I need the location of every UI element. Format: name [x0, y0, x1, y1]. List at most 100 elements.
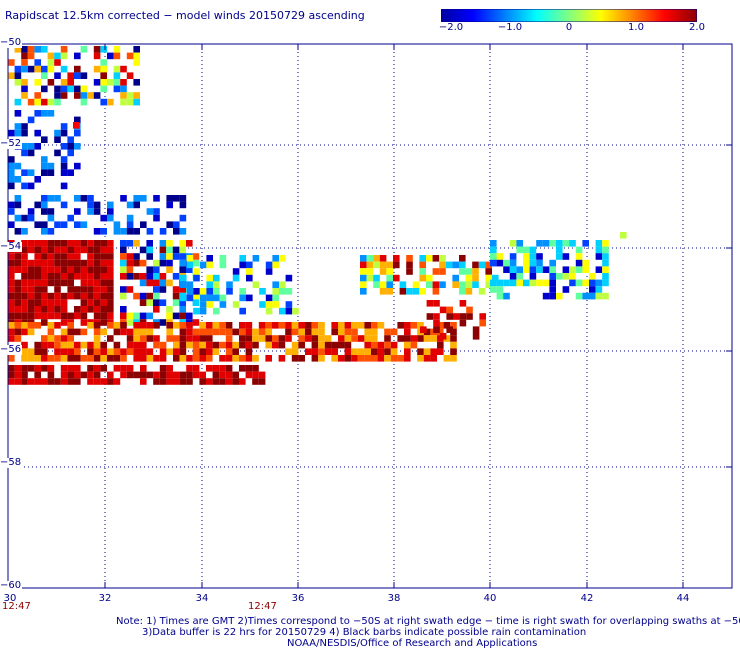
wind-cell: [206, 348, 213, 355]
x-tick-label: 38: [387, 593, 401, 604]
wind-cell: [153, 335, 160, 342]
wind-cell: [384, 355, 391, 362]
wind-cell: [14, 201, 22, 209]
wind-cell: [351, 322, 358, 329]
wind-cell: [439, 306, 447, 314]
wind-cell: [107, 279, 114, 287]
wind-cell: [54, 266, 61, 273]
wind-cell: [100, 286, 107, 293]
x-tick-label: 30: [3, 593, 17, 604]
wind-cell: [120, 371, 127, 379]
wind-cell: [542, 266, 550, 273]
wind-cell: [54, 378, 61, 385]
wind-cell: [278, 355, 286, 362]
wind-cell: [14, 110, 22, 117]
wind-cell: [192, 355, 200, 362]
wind-cell: [186, 288, 194, 295]
wind-cell: [54, 355, 61, 362]
wind-cell: [41, 46, 48, 53]
wind-cell: [14, 253, 22, 260]
wind-cell: [100, 240, 107, 247]
wind-cell: [67, 85, 74, 93]
wind-cell: [542, 292, 550, 300]
wind-cell: [107, 98, 114, 106]
wind-cell: [21, 322, 28, 329]
wind-cell: [133, 371, 140, 379]
wind-cell: [139, 299, 147, 306]
wind-cell: [113, 341, 121, 349]
wind-cell: [126, 273, 134, 280]
wind-cell: [173, 378, 180, 385]
wind-cell: [133, 59, 140, 66]
wind-cell: [60, 259, 68, 267]
wind-cell: [34, 253, 41, 260]
wind-cell: [133, 79, 140, 86]
wind-cell: [54, 292, 61, 300]
wind-cell: [133, 355, 140, 362]
wind-cell: [8, 182, 15, 190]
wind-cell: [291, 355, 299, 362]
wind-cell: [80, 312, 88, 320]
wind-cell: [34, 371, 41, 379]
wind-cell: [172, 286, 180, 293]
wind-cell: [67, 79, 74, 86]
wind-cell: [54, 72, 61, 79]
wind-cell: [180, 281, 187, 288]
wind-cell: [107, 348, 114, 355]
wind-cell: [73, 122, 80, 129]
wind-cell: [252, 365, 259, 372]
wind-cell: [133, 228, 140, 235]
wind-cell: [225, 335, 233, 342]
wind-cell: [113, 365, 121, 372]
wind-cell: [67, 292, 74, 300]
wind-cell: [74, 72, 81, 79]
wind-cell: [60, 279, 68, 287]
wind-cell: [60, 169, 68, 176]
wind-cell: [80, 221, 88, 228]
wind-cell: [166, 279, 173, 287]
wind-cell: [87, 208, 94, 215]
wind-cell: [107, 259, 114, 267]
wind-cell: [60, 355, 68, 362]
wind-cell: [139, 292, 147, 300]
wind-cell: [432, 281, 440, 288]
wind-cell: [133, 335, 140, 342]
wind-cell: [120, 65, 127, 73]
wind-cell: [245, 365, 253, 372]
wind-cell: [47, 306, 55, 313]
wind-cell: [199, 294, 207, 302]
wind-cell: [245, 335, 253, 342]
wind-cell: [192, 328, 200, 336]
wind-cell: [404, 322, 411, 329]
wind-cell: [74, 328, 81, 336]
wind-cell: [426, 300, 434, 307]
wind-cell: [298, 335, 305, 342]
wind-cell: [272, 301, 279, 308]
wind-cell: [93, 322, 101, 329]
wind-cell: [278, 335, 286, 342]
wind-cell: [146, 208, 154, 215]
wind-cell: [199, 261, 207, 269]
wind-cell: [472, 268, 479, 275]
wind-cell: [93, 92, 101, 99]
wind-cell: [8, 72, 15, 79]
wind-cell: [166, 246, 173, 254]
wind-cell: [199, 371, 206, 379]
wind-cell: [225, 328, 233, 336]
wind-cell: [21, 299, 28, 306]
wind-cell: [14, 322, 22, 329]
wind-cell: [133, 46, 140, 53]
wind-cell: [298, 328, 305, 336]
wind-cell: [245, 341, 253, 349]
wind-cell: [34, 306, 41, 313]
wind-cell: [67, 72, 74, 79]
wind-cell: [199, 335, 206, 342]
wind-cell: [311, 355, 319, 362]
wind-cell: [166, 335, 173, 342]
wind-cell: [34, 201, 41, 209]
wind-cell: [120, 355, 127, 362]
wind-cell: [523, 266, 530, 273]
wind-cell: [47, 228, 55, 235]
wind-cell: [21, 365, 28, 372]
wind-cell: [472, 326, 480, 333]
